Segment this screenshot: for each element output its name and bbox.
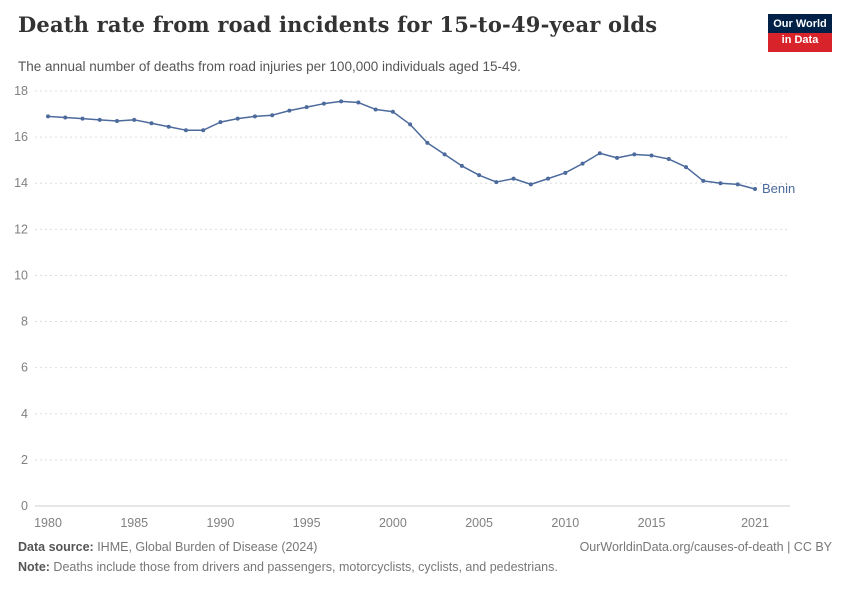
data-point[interactable] <box>494 180 499 185</box>
x-tick-label: 2005 <box>465 516 493 530</box>
y-tick-label: 4 <box>21 407 28 421</box>
y-tick-label: 16 <box>14 130 28 144</box>
data-point[interactable] <box>580 161 585 166</box>
data-point[interactable] <box>339 99 344 104</box>
data-point[interactable] <box>425 140 430 145</box>
data-point[interactable] <box>563 170 568 175</box>
page-title: Death rate from road incidents for 15-to… <box>18 12 658 37</box>
data-point[interactable] <box>615 155 620 160</box>
x-tick-label: 2000 <box>379 516 407 530</box>
data-point[interactable] <box>528 182 533 187</box>
data-point[interactable] <box>166 124 171 129</box>
data-point[interactable] <box>753 186 757 191</box>
data-point[interactable] <box>80 116 85 121</box>
data-point[interactable] <box>684 165 689 170</box>
x-tick-label: 1990 <box>207 516 235 530</box>
data-point[interactable] <box>183 128 188 133</box>
data-source: Data source: IHME, Global Burden of Dise… <box>18 540 317 554</box>
data-point[interactable] <box>511 176 516 181</box>
data-point[interactable] <box>735 182 740 187</box>
x-tick-label: 2021 <box>741 516 769 530</box>
data-point[interactable] <box>270 113 275 118</box>
x-tick-label: 1985 <box>120 516 148 530</box>
note-text: Deaths include those from drivers and pa… <box>49 560 558 574</box>
data-point[interactable] <box>597 151 602 156</box>
data-point[interactable] <box>632 152 637 157</box>
data-point[interactable] <box>718 181 723 186</box>
y-tick-label: 2 <box>21 453 28 467</box>
data-point[interactable] <box>321 101 326 106</box>
x-tick-label: 2010 <box>551 516 579 530</box>
chart-subtitle: The annual number of deaths from road in… <box>18 58 521 74</box>
y-tick-label: 6 <box>21 361 28 375</box>
chart-header: Death rate from road incidents for 15-to… <box>0 0 850 74</box>
series-line-benin[interactable] <box>47 100 756 190</box>
data-point[interactable] <box>149 121 154 126</box>
data-point[interactable] <box>701 178 706 183</box>
x-tick-label: 2015 <box>638 516 666 530</box>
data-source-label: Data source: <box>18 540 94 554</box>
x-tick-label: 1995 <box>293 516 321 530</box>
data-point[interactable] <box>477 173 482 178</box>
owid-citation-link[interactable]: OurWorldinData.org/causes-of-death | CC … <box>579 540 832 554</box>
data-point[interactable] <box>132 117 137 122</box>
data-point[interactable] <box>356 100 361 105</box>
series-end-label: Benin <box>762 181 795 196</box>
data-point[interactable] <box>390 109 395 114</box>
data-point[interactable] <box>201 128 206 133</box>
data-source-text: IHME, Global Burden of Disease (2024) <box>93 540 318 554</box>
data-point[interactable] <box>114 118 119 123</box>
data-point[interactable] <box>63 115 68 120</box>
y-tick-label: 18 <box>14 84 28 98</box>
chart-canvas[interactable]: 0 2 4 6 8 10 12 14 16 18 1980 1985 1990 1995 2000 2005 2… <box>0 76 850 538</box>
data-point[interactable] <box>287 108 292 113</box>
data-point[interactable] <box>649 153 654 158</box>
x-tick-label: 1980 <box>34 516 62 530</box>
y-tick-label: 12 <box>14 222 28 236</box>
y-tick-label: 0 <box>21 499 28 513</box>
data-point[interactable] <box>373 107 378 112</box>
data-point[interactable] <box>459 163 464 168</box>
data-point[interactable] <box>546 176 551 181</box>
chart-area: 0 2 4 6 8 10 12 14 16 18 1980 1985 1990 1995 2000 2005 2… <box>0 76 850 538</box>
owid-logo-line1: Our World <box>768 14 832 33</box>
note-label: Note: <box>18 560 50 574</box>
data-point[interactable] <box>304 105 309 110</box>
owid-logo-line2: in Data <box>768 32 832 52</box>
data-point[interactable] <box>46 114 50 119</box>
data-point[interactable] <box>218 120 223 125</box>
y-tick-label: 10 <box>14 268 28 282</box>
y-tick-label: 14 <box>14 176 28 190</box>
y-tick-label: 8 <box>21 315 28 329</box>
chart-footer: Data source: IHME, Global Burden of Dise… <box>18 540 832 574</box>
data-point[interactable] <box>235 116 240 121</box>
owid-logo[interactable]: Our World in Data <box>768 14 832 52</box>
data-point[interactable] <box>252 114 257 119</box>
data-point[interactable] <box>442 152 447 157</box>
data-point[interactable] <box>408 122 413 127</box>
data-point[interactable] <box>666 157 671 162</box>
data-point[interactable] <box>97 117 102 122</box>
